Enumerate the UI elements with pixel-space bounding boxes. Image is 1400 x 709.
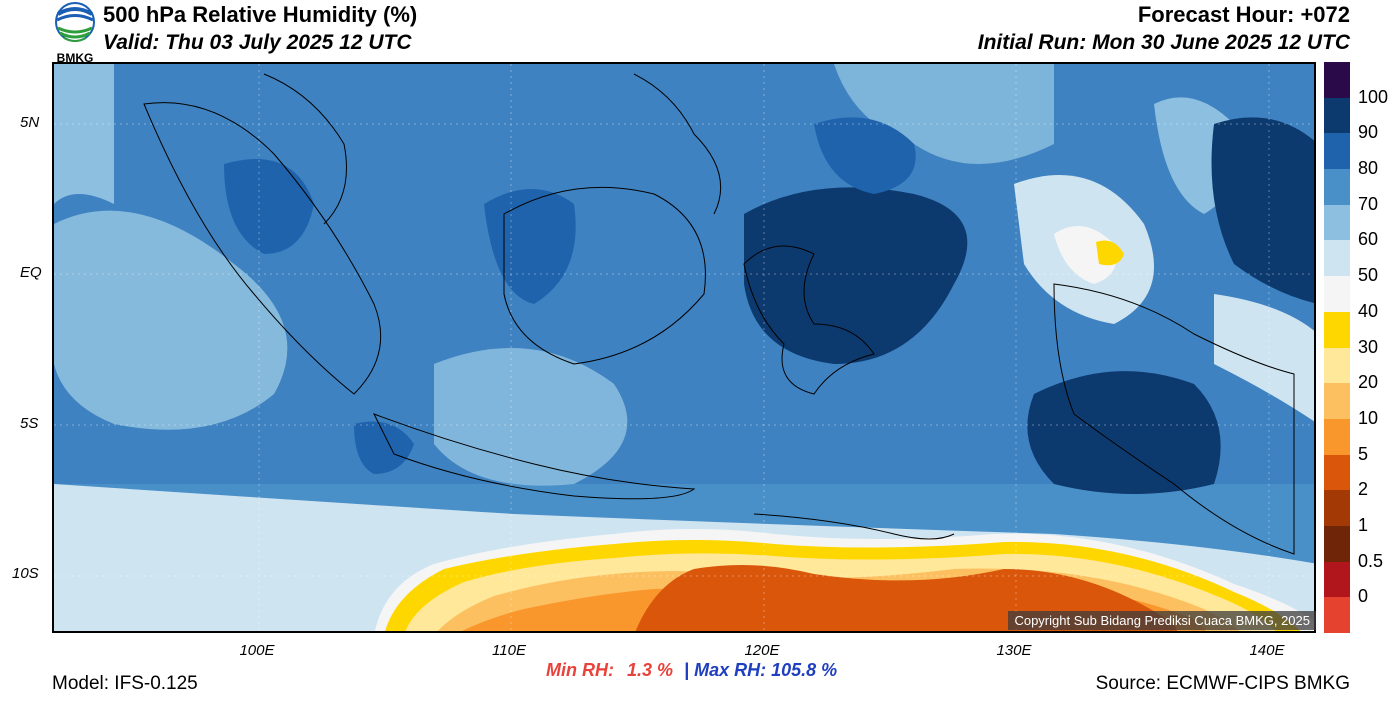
max-rh-label: Max RH:: [694, 660, 767, 680]
colorbar-swatch: [1324, 133, 1350, 170]
colorbar-labels: 100 90 80 70 60 50 40 30 20 10 5 2 1 0.5 0: [1356, 62, 1400, 633]
forecast-hour: Forecast Hour: +072: [1137, 2, 1350, 27]
humidity-field: [54, 64, 1314, 631]
valid-time: Valid: Thu 03 July 2025 12 UTC: [103, 31, 412, 54]
lat-label-10s: 10S: [12, 565, 39, 582]
colorbar-swatch: [1324, 97, 1350, 134]
max-rh-value: 105.8 %: [771, 660, 838, 680]
colorbar-swatch: [1324, 597, 1350, 633]
colorbar-label: 80: [1358, 158, 1379, 179]
colorbar-label: 90: [1358, 122, 1379, 143]
colorbar-label: 1: [1358, 514, 1369, 535]
lon-label-100e: 100E: [239, 642, 275, 659]
lon-label-130e: 130E: [996, 642, 1032, 659]
lat-label-eq: EQ: [20, 264, 42, 281]
chart-title: 500 hPa Relative Humidity (%): [103, 2, 418, 27]
colorbar-swatch: [1324, 454, 1350, 491]
bmkg-logo: BMKG: [50, 2, 100, 65]
colorbar-swatch: [1324, 347, 1350, 384]
colorbar-swatch: [1324, 490, 1350, 526]
graticule: [54, 64, 1314, 631]
colorbar: [1324, 62, 1350, 633]
stats-separator: |: [684, 660, 690, 680]
colorbar-swatch: [1324, 383, 1350, 419]
colorbar-label: 30: [1358, 336, 1379, 357]
colorbar-swatch: [1324, 525, 1350, 562]
colorbar-swatch: [1324, 204, 1350, 241]
colorbar-label: 20: [1358, 372, 1379, 393]
lat-label-5n: 5N: [20, 114, 40, 131]
colorbar-swatch: [1324, 561, 1350, 598]
colorbar-swatch: [1324, 418, 1350, 455]
lon-label-110e: 110E: [492, 642, 526, 659]
colorbar-swatch: [1324, 240, 1350, 277]
colorbar-swatch: [1324, 276, 1350, 312]
colorbar-label: 0: [1358, 586, 1369, 607]
colorbar-label: 5: [1358, 443, 1369, 464]
colorbar-swatch: [1324, 169, 1350, 205]
copyright-notice: Copyright Sub Bidang Prediksi Cuaca BMKG…: [1008, 611, 1316, 630]
min-rh-label: Min RH:: [546, 660, 614, 680]
min-rh-value: 1.3 %: [627, 660, 674, 680]
colorbar-swatch: [1324, 62, 1350, 98]
lon-label-120e: 120E: [744, 642, 780, 659]
logo-text: BMKG: [56, 51, 94, 65]
colorbar-label: 10: [1358, 407, 1379, 428]
bmkg-emblem-icon: [55, 2, 95, 42]
coastlines: [143, 73, 1295, 555]
initial-run: Initial Run: Mon 30 June 2025 12 UTC: [977, 31, 1350, 54]
colorbar-label: 100: [1358, 86, 1389, 107]
rh-stats: Min RH: 1.3 % | Max RH: 105.8 %: [546, 660, 837, 681]
colorbar-label: 40: [1358, 300, 1379, 321]
model-label: Model: IFS-0.125: [52, 673, 198, 694]
colorbar-swatch: [1324, 311, 1350, 348]
lat-label-5s: 5S: [20, 415, 39, 432]
humidity-map: [52, 62, 1316, 633]
colorbar-label: 2: [1358, 479, 1369, 500]
colorbar-label: 0.5: [1358, 550, 1384, 571]
colorbar-label: 70: [1358, 193, 1379, 214]
colorbar-label: 50: [1358, 265, 1379, 286]
lon-label-140e: 140E: [1249, 642, 1285, 659]
source-label: Source: ECMWF-CIPS BMKG: [1095, 673, 1350, 694]
colorbar-label: 60: [1358, 229, 1379, 250]
